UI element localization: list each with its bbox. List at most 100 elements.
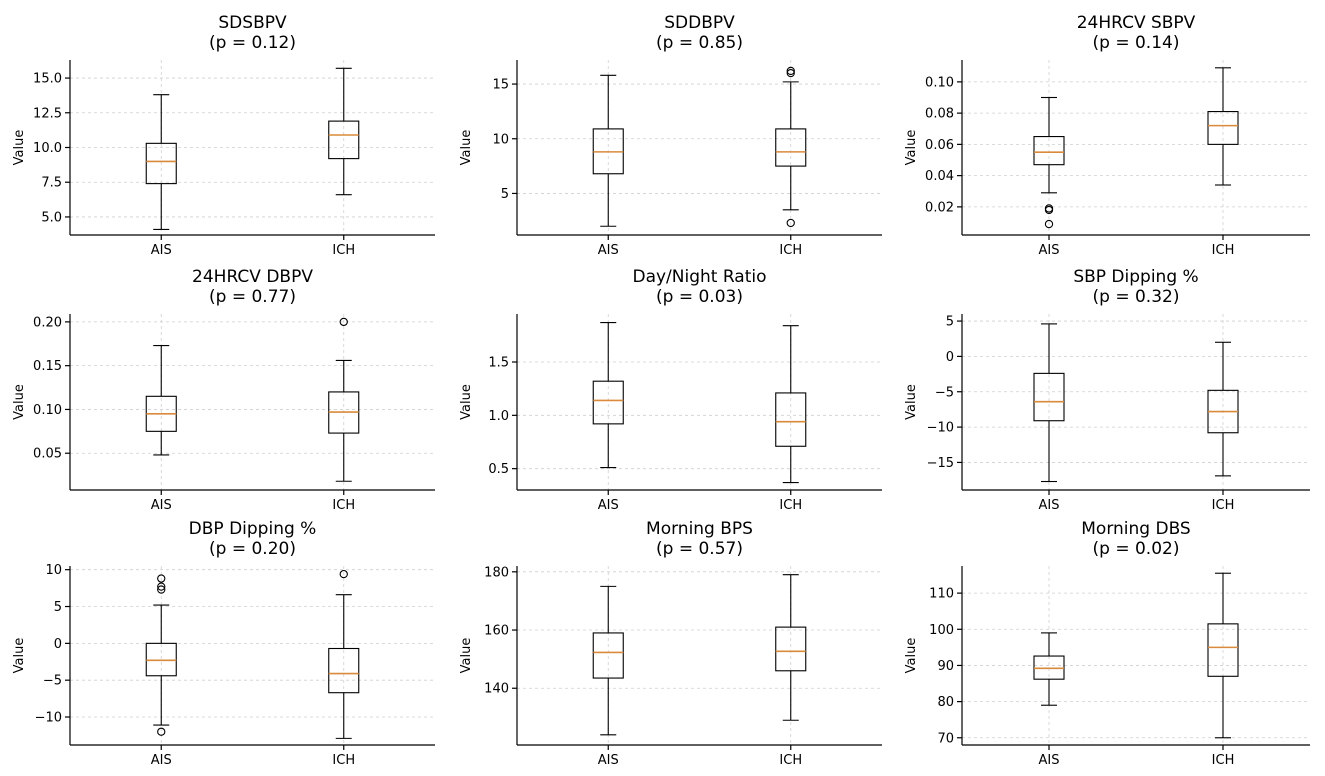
subplot-p-value: (p = 0.32) [1093, 287, 1180, 307]
y-tick-label: 15.0 [33, 72, 62, 87]
y-tick-label: −10 [927, 421, 954, 436]
y-tick-label: 0.06 [925, 138, 954, 153]
y-axis-label: Value [12, 130, 27, 166]
y-tick-label: 0 [946, 350, 954, 365]
subplot-title: 24HRCV SBPV [1077, 13, 1196, 33]
y-tick-label: 1.5 [488, 356, 509, 371]
y-axis-label: Value [904, 638, 919, 674]
y-tick-label: 5 [54, 600, 62, 615]
box-ich [775, 574, 807, 721]
iqr-box [145, 142, 177, 185]
box-ais [1033, 96, 1065, 229]
y-tick-label: 0.20 [33, 315, 62, 330]
x-tick-label: ICH [332, 498, 355, 513]
y-tick-label: 10 [492, 132, 509, 147]
subplot-1: SDSBPV(p = 0.12) 5.0 7.5 10.0 12.5 15.0 AIS ICH… [12, 13, 435, 258]
y-tick-label: 15 [492, 78, 509, 93]
x-tick-label: ICH [1212, 243, 1235, 258]
subplot-7: DBP Dipping %(p = 0.20) −10 −5 0 5 10 AIS ICH Va… [12, 519, 435, 768]
box-ich [1207, 572, 1239, 739]
y-tick-label: 0.15 [33, 359, 62, 374]
y-tick-label: 160 [484, 624, 509, 639]
x-tick-label: AIS [598, 243, 619, 258]
subplot-title: 24HRCV DBPV [192, 267, 313, 287]
y-tick-label: 0.05 [33, 447, 62, 462]
y-tick-label: −5 [43, 674, 62, 689]
y-axis-label: Value [459, 638, 474, 674]
y-tick-label: 90 [937, 659, 954, 674]
y-tick-label: 0.02 [925, 200, 954, 215]
outlier-point [157, 582, 166, 591]
subplot-3: 24HRCV SBPV(p = 0.14) 0.02 0.04 0.06 0.08 0.1… [904, 13, 1310, 258]
y-tick-label: 0.5 [488, 462, 509, 477]
y-tick-label: 110 [929, 587, 954, 602]
x-tick-label: AIS [1039, 498, 1060, 513]
box-ich [1207, 67, 1239, 186]
subplot-p-value: (p = 0.03) [656, 287, 743, 307]
y-axis-label: Value [904, 130, 919, 166]
y-axis-label: Value [904, 384, 919, 420]
x-tick-label: AIS [151, 243, 172, 258]
outlier-point [1044, 219, 1054, 229]
y-tick-label: −10 [35, 711, 62, 726]
box-ais [1033, 323, 1065, 483]
subplot-4: 24HRCV DBPV(p = 0.77) 0.05 0.10 0.15 0.20 AIS… [12, 267, 435, 513]
box-ich [775, 66, 807, 228]
outlier-point [157, 585, 166, 594]
x-tick-label: AIS [151, 753, 172, 768]
outlier-point [786, 68, 795, 78]
y-tick-label: 5.0 [41, 210, 62, 225]
x-tick-label: AIS [598, 498, 619, 513]
y-axis-label: Value [459, 384, 474, 420]
x-tick-label: ICH [332, 243, 355, 258]
y-tick-label: 70 [937, 731, 954, 746]
y-tick-label: 10.0 [33, 141, 62, 156]
subplot-9: Morning DBS(p = 0.02) 70 80 90 100 110 AIS ICH V… [904, 519, 1310, 768]
iqr-box [592, 380, 624, 425]
iqr-box [1207, 623, 1239, 677]
outlier-point [1044, 204, 1054, 213]
y-tick-label: 1.0 [488, 409, 509, 424]
y-tick-label: 5 [501, 187, 509, 202]
box-ais [145, 574, 177, 736]
x-tick-label: AIS [1039, 753, 1060, 768]
iqr-box [775, 128, 807, 167]
x-tick-label: ICH [1212, 753, 1235, 768]
x-tick-label: ICH [779, 498, 802, 513]
box-ais [145, 344, 177, 456]
x-tick-label: AIS [151, 498, 172, 513]
subplot-title: SDDBPV [664, 13, 735, 33]
x-tick-label: ICH [1212, 498, 1235, 513]
y-tick-label: 180 [484, 565, 509, 580]
subplot-p-value: (p = 0.85) [656, 33, 743, 53]
y-axis-label: Value [12, 384, 27, 420]
subplot-title: DBP Dipping % [189, 519, 317, 539]
iqr-box [775, 392, 807, 447]
outlier-point [339, 569, 348, 579]
outlier-point [339, 317, 348, 327]
subplot-p-value: (p = 0.20) [209, 539, 296, 559]
x-tick-label: ICH [332, 753, 355, 768]
box-ich [328, 317, 360, 482]
y-tick-label: 80 [937, 695, 954, 710]
outlier-point [786, 66, 795, 76]
y-axis-label: Value [459, 130, 474, 166]
iqr-box [1033, 136, 1065, 166]
x-tick-label: AIS [598, 753, 619, 768]
y-axis-label: Value [12, 638, 27, 674]
x-tick-label: AIS [1039, 243, 1060, 258]
box-ich [1207, 341, 1239, 477]
iqr-box [328, 647, 360, 694]
y-tick-label: 140 [484, 682, 509, 697]
subplot-6: SBP Dipping %(p = 0.32) −15 −10 −5 0 5 AIS ICH V… [904, 267, 1310, 513]
outlier-point [786, 218, 795, 228]
box-ich [328, 569, 360, 739]
y-tick-label: 0.08 [925, 107, 954, 122]
subplot-p-value: (p = 0.57) [656, 539, 743, 559]
y-tick-label: −5 [935, 385, 954, 400]
x-tick-label: ICH [779, 243, 802, 258]
outlier-point [157, 574, 166, 583]
subplot-p-value: (p = 0.77) [209, 287, 296, 307]
iqr-box [1033, 372, 1065, 422]
